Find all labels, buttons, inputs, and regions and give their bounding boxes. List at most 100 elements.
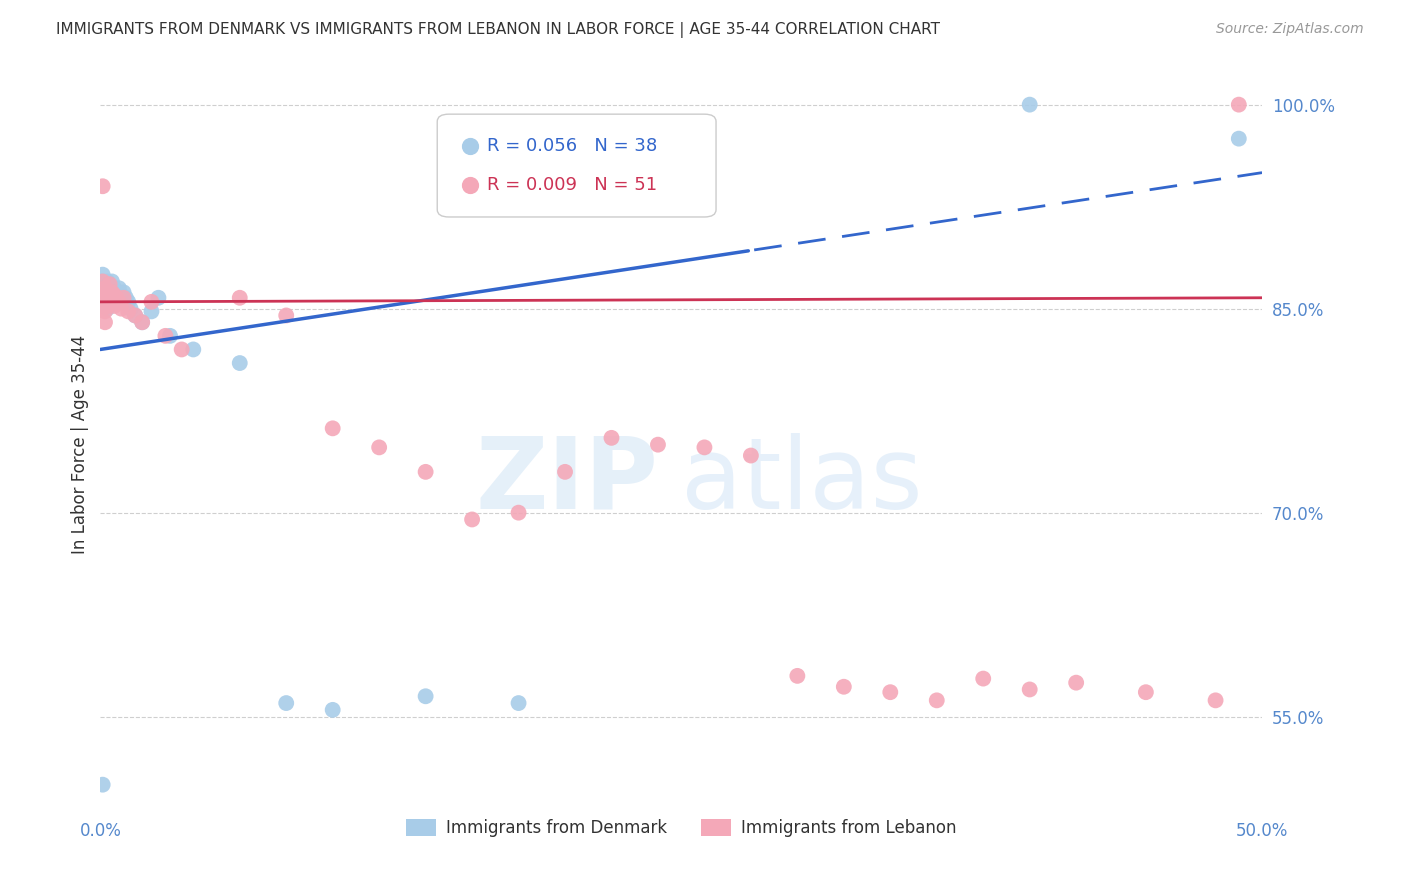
Point [117,294,139,309]
Point [1018,97,1040,112]
Point [96,291,118,305]
Point [786,669,808,683]
Point [96,281,118,295]
Point [101,275,124,289]
Point [832,680,855,694]
Point [94,315,117,329]
Point [94,294,117,309]
Point [98,288,121,302]
Point [368,441,391,455]
Point [103,288,125,302]
Point [103,291,125,305]
Point [105,285,128,300]
Point [141,294,163,309]
Point [879,685,901,699]
Text: Source: ZipAtlas.com: Source: ZipAtlas.com [1216,22,1364,37]
Point [101,285,124,300]
Y-axis label: In Labor Force | Age 35-44: In Labor Force | Age 35-44 [72,335,89,554]
Point [96,275,118,289]
Point [600,431,623,445]
Point [461,512,484,526]
Point [108,294,131,309]
Point [94,281,117,295]
Point [115,291,138,305]
Point [91,275,114,289]
Point [94,304,117,318]
Point [117,304,139,318]
Point [170,343,193,357]
Text: IMMIGRANTS FROM DENMARK VS IMMIGRANTS FROM LEBANON IN LABOR FORCE | AGE 35-44 CO: IMMIGRANTS FROM DENMARK VS IMMIGRANTS FR… [56,22,941,38]
Point [108,281,131,295]
Point [1227,97,1250,112]
Point [105,291,128,305]
Text: ZIP: ZIP [475,433,658,530]
Point [98,294,121,309]
Point [91,268,114,282]
Point [98,285,121,300]
Point [141,304,163,318]
Point [91,275,114,289]
Point [229,356,252,370]
Point [276,309,298,323]
Point [1205,693,1227,707]
Point [1135,685,1157,699]
Point [110,301,132,316]
Point [94,285,117,300]
Point [693,441,716,455]
Text: R = 0.009   N = 51: R = 0.009 N = 51 [488,176,658,194]
Point [554,465,576,479]
Point [98,291,121,305]
Point [110,288,132,302]
Point [155,329,177,343]
Point [91,179,114,194]
Point [647,437,669,451]
Point [322,421,344,435]
Point [925,693,948,707]
Point [1227,131,1250,145]
Point [96,301,118,316]
Point [103,299,125,313]
FancyBboxPatch shape [437,114,716,217]
Point [148,291,170,305]
Point [101,288,124,302]
Point [508,696,530,710]
Point [108,294,131,309]
Point [415,690,437,704]
Point [415,465,437,479]
Point [96,285,118,300]
Point [828,297,851,311]
Point [1064,675,1087,690]
Point [159,329,181,343]
Point [91,301,114,316]
Point [276,696,298,710]
Legend: Immigrants from Denmark, Immigrants from Lebanon: Immigrants from Denmark, Immigrants from… [399,813,963,844]
Text: atlas: atlas [681,433,922,530]
Point [91,288,114,302]
Point [972,672,994,686]
Point [112,291,135,305]
Point [828,225,851,239]
Point [112,285,135,300]
Point [96,291,118,305]
Point [101,294,124,309]
Point [94,294,117,309]
Point [120,301,142,316]
Point [740,449,762,463]
Point [103,281,125,295]
Point [98,277,121,292]
Point [91,291,114,305]
Point [91,285,114,300]
Point [131,315,153,329]
Point [181,343,204,357]
Point [508,506,530,520]
Point [1018,682,1040,697]
Point [96,299,118,313]
Point [124,309,146,323]
Text: R = 0.056   N = 38: R = 0.056 N = 38 [488,137,658,155]
Point [131,315,153,329]
Point [124,309,146,323]
Point [91,778,114,792]
Point [322,703,344,717]
Point [94,281,117,295]
Point [229,291,252,305]
